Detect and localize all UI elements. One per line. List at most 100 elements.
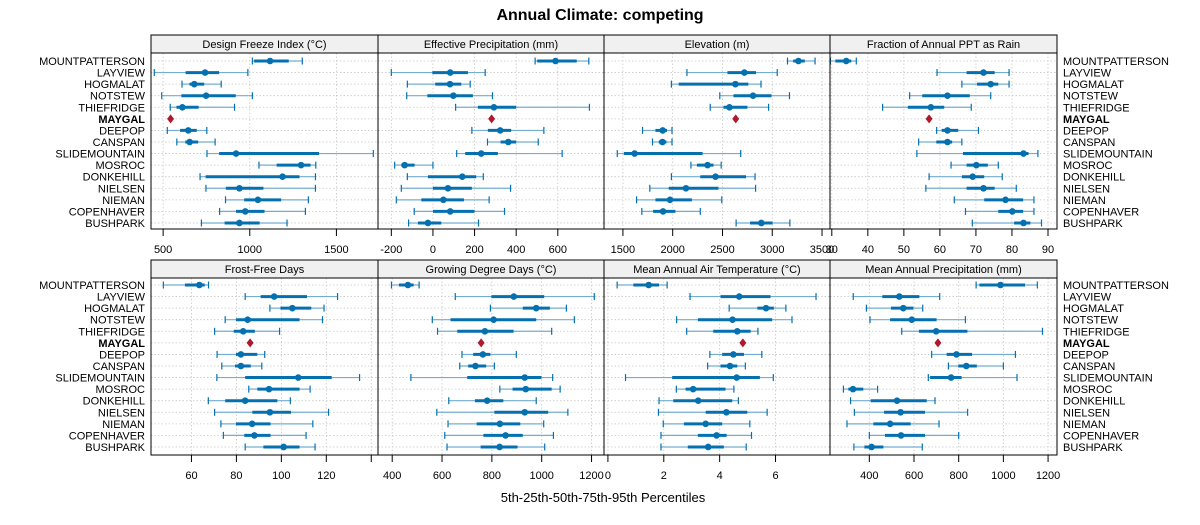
median-point <box>241 397 249 405</box>
panel-strip-title: Design Freeze Index (°C) <box>202 39 326 51</box>
median-point <box>270 293 278 300</box>
target-marker <box>925 114 933 124</box>
median-point <box>842 57 850 65</box>
median-point <box>849 385 857 393</box>
x-tick-label: 60 <box>185 470 197 482</box>
panel-5: Frost-Free Days 60 80 100 120 <box>150 259 379 482</box>
median-point <box>444 184 452 192</box>
x-tick-label: 6 <box>772 470 778 482</box>
site-label: DEEPOP <box>1063 125 1109 137</box>
x-tick-label: 1500 <box>324 244 348 256</box>
x-tick-label: 70 <box>970 244 982 256</box>
median-point <box>1020 219 1027 227</box>
x-tick-label: 80 <box>230 470 242 482</box>
median-point <box>450 92 457 100</box>
median-point <box>504 138 512 146</box>
median-point <box>521 374 529 381</box>
site-label: DEEPOP <box>99 349 145 361</box>
median-point <box>191 80 198 88</box>
site-label: NIEMAN <box>102 195 145 207</box>
x-tick-label: 400 <box>383 470 401 482</box>
panel-2: Effective Precipitation (mm) -200 0 200 400 6… <box>377 34 605 256</box>
x-tick-label: 80 <box>1006 244 1018 256</box>
site-label: MOUNTPATTERSON <box>1063 56 1169 68</box>
site-label: COPENHAVER <box>1063 206 1139 218</box>
site-label: DEEPOP <box>99 125 145 137</box>
median-point <box>521 408 529 416</box>
median-point <box>446 208 454 215</box>
median-point <box>446 80 454 88</box>
median-point <box>483 397 491 405</box>
site-label: NIELSEN <box>98 183 145 195</box>
x-tick-label: 800 <box>483 470 501 482</box>
site-label: BUSHPARK <box>1063 218 1123 230</box>
site-label: MOUNTPATTERSON <box>39 56 145 68</box>
target-marker <box>167 114 175 124</box>
median-point <box>179 103 186 111</box>
median-point <box>201 69 209 76</box>
median-point <box>897 432 905 439</box>
target-marker <box>488 114 496 124</box>
median-point <box>241 208 249 215</box>
target-marker <box>934 338 942 348</box>
median-point <box>944 127 951 134</box>
panel-3: Elevation (m) 1500 2000 2500 3000 3500 <box>603 34 834 256</box>
site-label: HOGMALAT <box>1063 303 1124 315</box>
median-point <box>532 304 540 312</box>
x-tick-label: 200 <box>465 244 483 256</box>
chart-title: Annual Climate: competing <box>496 7 703 24</box>
median-point <box>927 103 935 111</box>
median-point <box>244 316 251 324</box>
x-tick-label: 0 <box>430 244 436 256</box>
site-label: BUSHPARK <box>1063 442 1123 454</box>
site-label: NIEMAN <box>1063 419 1106 431</box>
median-point <box>713 432 720 439</box>
median-point <box>749 92 757 100</box>
median-point <box>795 57 802 65</box>
site-label: MOUNTPATTERSON <box>1063 280 1169 292</box>
median-point <box>726 103 733 111</box>
x-tick-label: 1000 <box>991 470 1015 482</box>
target-marker <box>477 338 485 348</box>
site-label: LAYVIEW <box>1063 68 1112 80</box>
median-point <box>704 161 711 169</box>
median-point <box>659 208 667 215</box>
median-point <box>932 327 940 335</box>
site-label: SLIDEMOUNTAIN <box>1063 373 1153 385</box>
panel-frame <box>150 52 379 230</box>
median-point <box>886 420 894 428</box>
site-label: MOUNTPATTERSON <box>39 280 145 292</box>
site-label: NIEMAN <box>102 419 145 431</box>
median-point <box>458 173 466 180</box>
median-point <box>184 127 192 134</box>
median-point <box>645 281 652 289</box>
site-label: THIEFRIDGE <box>78 102 145 114</box>
site-label: NIEMAN <box>1063 195 1106 207</box>
site-label: LAYVIEW <box>97 68 146 80</box>
site-label: NIELSEN <box>98 407 145 419</box>
median-point <box>659 138 666 146</box>
median-point <box>947 374 955 381</box>
median-point <box>440 196 447 204</box>
median-point <box>726 362 734 370</box>
site-label: DONKEHILL <box>83 396 145 408</box>
x-tick-label: 30 <box>826 244 838 256</box>
median-point <box>496 443 503 451</box>
median-point <box>868 443 875 451</box>
median-point <box>186 138 193 146</box>
site-label: DONKEHILL <box>1063 396 1125 408</box>
median-point <box>733 327 741 335</box>
median-point <box>289 304 296 312</box>
x-tick-label: 120 <box>317 470 335 482</box>
right-site-labels: MOUNTPATTERSONLAYVIEWHOGMALATNOTSTEWTHIE… <box>1063 56 1169 454</box>
median-point <box>1009 208 1016 215</box>
median-point <box>666 196 674 204</box>
median-point <box>689 385 697 393</box>
median-point <box>969 173 976 180</box>
x-tick-label: 600 <box>433 470 451 482</box>
median-point <box>944 138 951 146</box>
site-label: COPENHAVER <box>69 206 145 218</box>
median-point <box>1002 196 1009 204</box>
median-point <box>741 69 748 76</box>
